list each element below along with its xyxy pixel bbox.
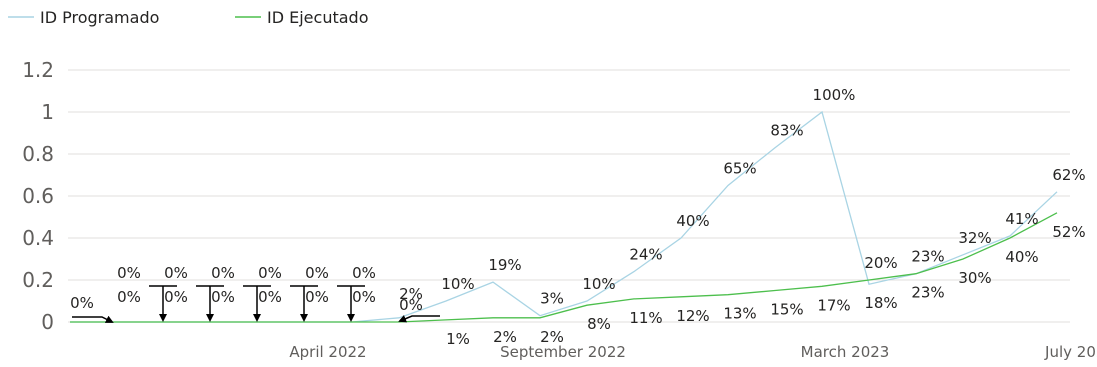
legend-label-programado: ID Programado: [40, 8, 159, 27]
data-label-ejecutado: 8%: [587, 315, 611, 333]
y-tick-label: 0.2: [22, 268, 54, 292]
x-tick-label: March 2023: [801, 343, 890, 361]
arrow-annotation: [72, 315, 114, 323]
data-label-programado: 62%: [1052, 166, 1085, 184]
data-label-programado: 41%: [1005, 210, 1038, 228]
data-label-programado: 0%: [164, 264, 188, 282]
y-tick-label: 0.8: [22, 142, 54, 166]
data-label-ejecutado: 0%: [305, 288, 329, 306]
x-tick-label: September 2022: [500, 343, 626, 361]
y-tick-label: 0.4: [22, 226, 54, 250]
data-label-ejecutado: 30%: [958, 269, 991, 287]
data-label-ejecutado: 0%: [117, 288, 141, 306]
data-label-ejecutado: 1%: [446, 330, 470, 348]
data-label-programado: 0%: [258, 264, 282, 282]
x-tick-label: April 2022: [289, 343, 366, 361]
arrow-annotation: [398, 315, 440, 323]
data-label-ejecutado: 23%: [911, 284, 944, 302]
legend: ID Programado ID Ejecutado: [8, 8, 368, 27]
data-label-programado: 3%: [540, 290, 564, 308]
data-label-programado: 2%: [399, 285, 423, 303]
data-label-ejecutado: 2%: [493, 328, 517, 346]
x-tick-label: July 2023: [1044, 343, 1097, 361]
data-label-programado: 19%: [488, 256, 521, 274]
data-label-ejecutado: 2%: [540, 328, 564, 346]
data-label-programado: 0%: [211, 264, 235, 282]
data-label-ejecutado: 40%: [1005, 248, 1038, 266]
annotation-arrows: [72, 285, 440, 323]
data-label-ejecutado: 0%: [164, 288, 188, 306]
series-line-ejecutado: [70, 212, 1058, 323]
legend-label-ejecutado: ID Ejecutado: [267, 8, 368, 27]
y-tick-label: 1: [41, 100, 54, 124]
data-label-ejecutado: 11%: [629, 309, 662, 327]
x-axis: April 2022 September 2022 March 2023 July 2…: [289, 343, 1097, 361]
data-label-ejecutado: 0%: [399, 296, 423, 314]
data-label-ejecutado: 20%: [864, 254, 897, 272]
data-label-programado: 10%: [582, 275, 615, 293]
data-label-programado: 83%: [770, 122, 803, 140]
data-label-programado: 0%: [117, 264, 141, 282]
data-label-ejecutado: 17%: [817, 296, 850, 314]
data-label-programado: 0%: [70, 294, 94, 312]
y-tick-label: 1.2: [22, 58, 54, 82]
data-label-ejecutado: 0%: [352, 288, 376, 306]
y-axis: 0 0.2 0.4 0.6 0.8 1 1.2: [22, 58, 54, 334]
data-label-programado: 18%: [864, 294, 897, 312]
y-tick-label: 0: [41, 310, 54, 334]
data-label-programado: 32%: [958, 229, 991, 247]
data-label-programado: 0%: [352, 264, 376, 282]
data-label-programado: 0%: [305, 264, 329, 282]
data-label-programado: 65%: [723, 160, 756, 178]
y-tick-label: 0.6: [22, 184, 54, 208]
data-label-ejecutado: 15%: [770, 301, 803, 319]
data-label-ejecutado: 0%: [211, 288, 235, 306]
data-label-programado: 40%: [676, 212, 709, 230]
data-label-programado: 10%: [441, 275, 474, 293]
data-label-ejecutado: 52%: [1052, 223, 1085, 241]
data-label-ejecutado: 13%: [723, 305, 756, 323]
data-labels: 0%0%0%0%0%0%0%0%0%0%0%0%0% 2%0%10%1%19%2%…: [70, 86, 1086, 348]
data-label-ejecutado: 0%: [258, 288, 282, 306]
data-label-programado: 23%: [911, 248, 944, 266]
series-lines: [70, 110, 1058, 323]
data-label-programado: 100%: [813, 86, 856, 104]
data-label-programado: 24%: [629, 246, 662, 264]
data-label-ejecutado: 12%: [676, 307, 709, 325]
